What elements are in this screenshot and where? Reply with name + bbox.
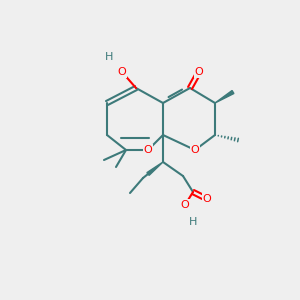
Polygon shape [215, 91, 234, 103]
Text: O: O [195, 67, 203, 77]
Text: O: O [190, 145, 200, 155]
Polygon shape [147, 162, 163, 175]
Text: H: H [105, 52, 113, 62]
Text: H: H [189, 217, 197, 227]
Text: O: O [181, 200, 189, 210]
Text: O: O [144, 145, 152, 155]
Text: O: O [118, 67, 126, 77]
Text: O: O [202, 194, 211, 204]
